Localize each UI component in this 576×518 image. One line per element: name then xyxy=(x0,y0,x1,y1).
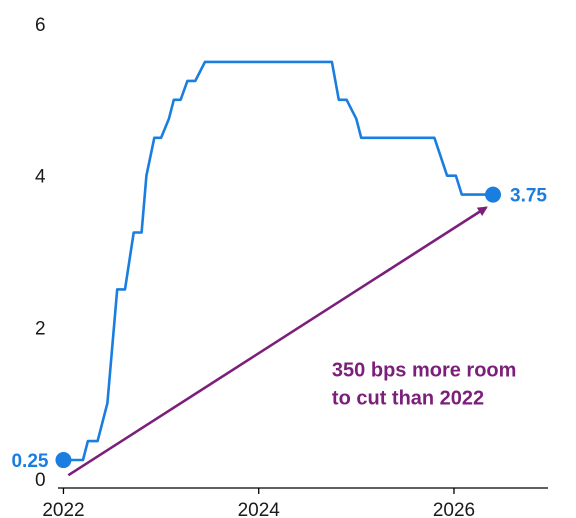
y-tick-label: 4 xyxy=(35,167,46,188)
annotation-arrow xyxy=(67,206,488,477)
start-point-label: 0.25 xyxy=(11,451,48,472)
end-point-marker xyxy=(485,186,502,203)
y-tick-label: 0 xyxy=(35,470,46,491)
series-line xyxy=(63,60,493,462)
y-tick-label: 6 xyxy=(35,15,46,36)
x-tick-label: 2024 xyxy=(238,500,281,518)
y-tick-label: 2 xyxy=(35,318,46,339)
x-tick-label: 2022 xyxy=(42,500,84,518)
annotation-text: 350 bps more room xyxy=(332,360,517,382)
axes: 2022 2024 2026 0 2 4 6 xyxy=(35,15,548,518)
start-point-marker xyxy=(55,452,72,469)
x-tick-label: 2026 xyxy=(433,500,475,518)
series-group xyxy=(63,60,493,462)
annotation-group: 0.25 3.75 350 bps more room to cut than 202… xyxy=(11,186,547,477)
annotation-text: to cut than 2022 xyxy=(332,388,484,410)
end-point-label: 3.75 xyxy=(510,186,547,207)
